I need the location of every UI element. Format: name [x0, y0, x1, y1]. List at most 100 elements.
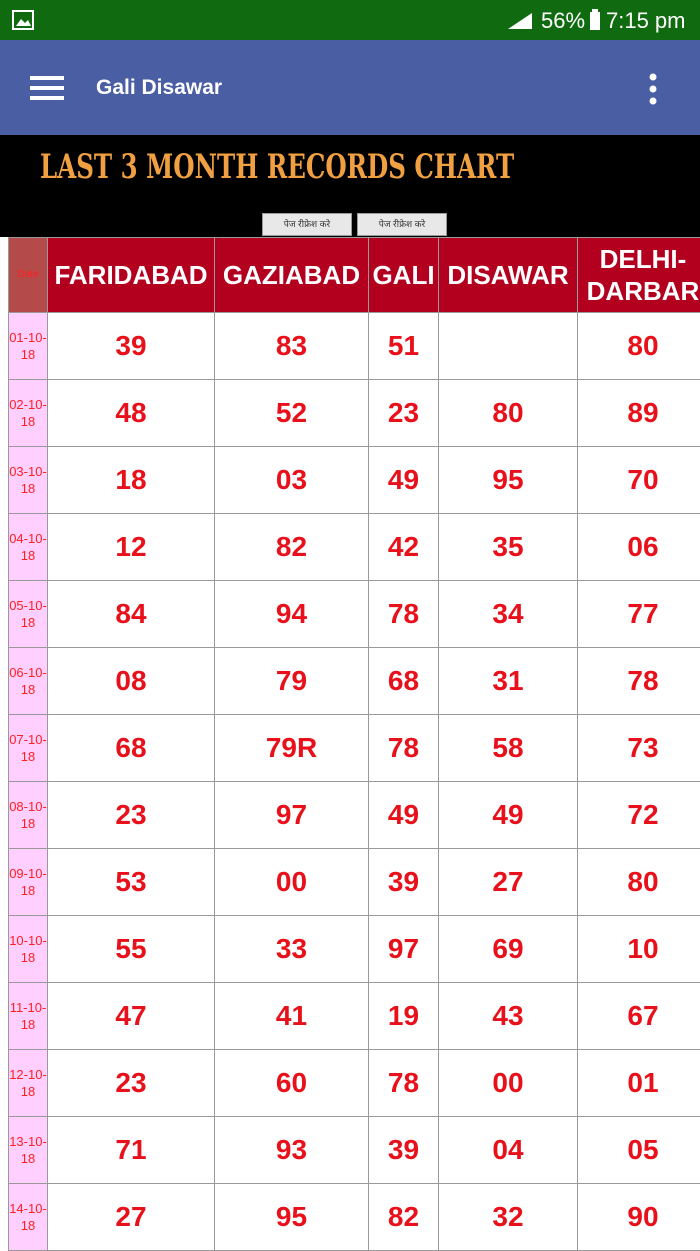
battery-icon	[589, 9, 601, 31]
result-cell: 55	[48, 916, 215, 983]
signal-icon	[506, 11, 536, 31]
status-bar: 56% 7:15 pm	[0, 0, 700, 40]
column-header: DELHI-DARBAR	[578, 238, 700, 313]
overflow-menu[interactable]	[648, 73, 658, 105]
refresh-button[interactable]: पेज रीफ्रेश करे	[357, 213, 447, 236]
result-cell: 42	[369, 514, 439, 581]
result-cell: 80	[578, 313, 700, 380]
date-cell: 06-10-18	[9, 648, 48, 715]
banner-title: LAST 3 MONTH RECORDS CHART	[40, 147, 514, 187]
result-cell: 82	[215, 514, 369, 581]
column-header: Date	[9, 238, 48, 313]
result-cell: 19	[369, 983, 439, 1050]
column-header: FARIDABAD	[48, 238, 215, 313]
result-cell: 77	[578, 581, 700, 648]
result-cell: 39	[48, 313, 215, 380]
result-cell: 73	[578, 715, 700, 782]
result-cell: 10	[578, 916, 700, 983]
result-cell: 94	[215, 581, 369, 648]
result-cell: 84	[48, 581, 215, 648]
result-cell: 80	[578, 849, 700, 916]
date-cell: 04-10-18	[9, 514, 48, 581]
result-cell: 71	[48, 1117, 215, 1184]
result-cell: 49	[369, 782, 439, 849]
result-cell: 35	[439, 514, 578, 581]
result-cell: 39	[369, 1117, 439, 1184]
date-cell: 13-10-18	[9, 1117, 48, 1184]
result-cell: 72	[578, 782, 700, 849]
result-cell: 95	[215, 1184, 369, 1251]
date-cell: 12-10-18	[9, 1050, 48, 1117]
result-cell: 82	[369, 1184, 439, 1251]
refresh-button[interactable]: पेज रीफ्रेश करे	[262, 213, 352, 236]
date-cell: 11-10-18	[9, 983, 48, 1050]
result-cell: 49	[369, 447, 439, 514]
result-cell: 83	[215, 313, 369, 380]
result-cell: 78	[369, 581, 439, 648]
menu-button[interactable]	[30, 76, 66, 102]
clock: 7:15 pm	[606, 8, 686, 34]
date-cell: 01-10-18	[9, 313, 48, 380]
result-cell: 67	[578, 983, 700, 1050]
result-cell: 00	[215, 849, 369, 916]
date-cell: 09-10-18	[9, 849, 48, 916]
result-cell: 27	[439, 849, 578, 916]
result-cell: 68	[48, 715, 215, 782]
result-cell: 04	[439, 1117, 578, 1184]
date-cell: 03-10-18	[9, 447, 48, 514]
result-cell: 43	[439, 983, 578, 1050]
date-cell: 08-10-18	[9, 782, 48, 849]
result-cell: 49	[439, 782, 578, 849]
result-cell: 39	[369, 849, 439, 916]
result-cell: 95	[439, 447, 578, 514]
result-cell: 01	[578, 1050, 700, 1117]
result-cell: 18	[48, 447, 215, 514]
result-cell: 78	[369, 715, 439, 782]
result-cell: 41	[215, 983, 369, 1050]
gallery-icon	[12, 10, 34, 30]
result-cell: 51	[369, 313, 439, 380]
result-cell: 52	[215, 380, 369, 447]
battery-text: 56%	[541, 8, 585, 34]
result-cell: 03	[215, 447, 369, 514]
result-cell: 90	[578, 1184, 700, 1251]
result-cell: 78	[578, 648, 700, 715]
app-bar: Gali Disawar	[0, 40, 700, 135]
result-cell: 93	[215, 1117, 369, 1184]
result-cell: 47	[48, 983, 215, 1050]
result-cell: 97	[369, 916, 439, 983]
app-title: Gali Disawar	[96, 76, 222, 100]
result-cell: 48	[48, 380, 215, 447]
date-cell: 07-10-18	[9, 715, 48, 782]
banner: LAST 3 MONTH RECORDS CHART पेज रीफ्रेश क…	[0, 135, 700, 237]
result-cell: 53	[48, 849, 215, 916]
result-cell: 78	[369, 1050, 439, 1117]
date-cell: 10-10-18	[9, 916, 48, 983]
column-header: DISAWAR	[439, 238, 578, 313]
result-cell: 12	[48, 514, 215, 581]
result-cell: 79	[215, 648, 369, 715]
result-cell: 23	[369, 380, 439, 447]
date-cell: 05-10-18	[9, 581, 48, 648]
result-cell: 60	[215, 1050, 369, 1117]
result-cell: 31	[439, 648, 578, 715]
result-cell: 58	[439, 715, 578, 782]
result-cell: 27	[48, 1184, 215, 1251]
result-cell: 08	[48, 648, 215, 715]
result-cell: 00	[439, 1050, 578, 1117]
result-cell: 80	[439, 380, 578, 447]
date-cell: 14-10-18	[9, 1184, 48, 1251]
result-cell: 69	[439, 916, 578, 983]
result-cell: 79R	[215, 715, 369, 782]
